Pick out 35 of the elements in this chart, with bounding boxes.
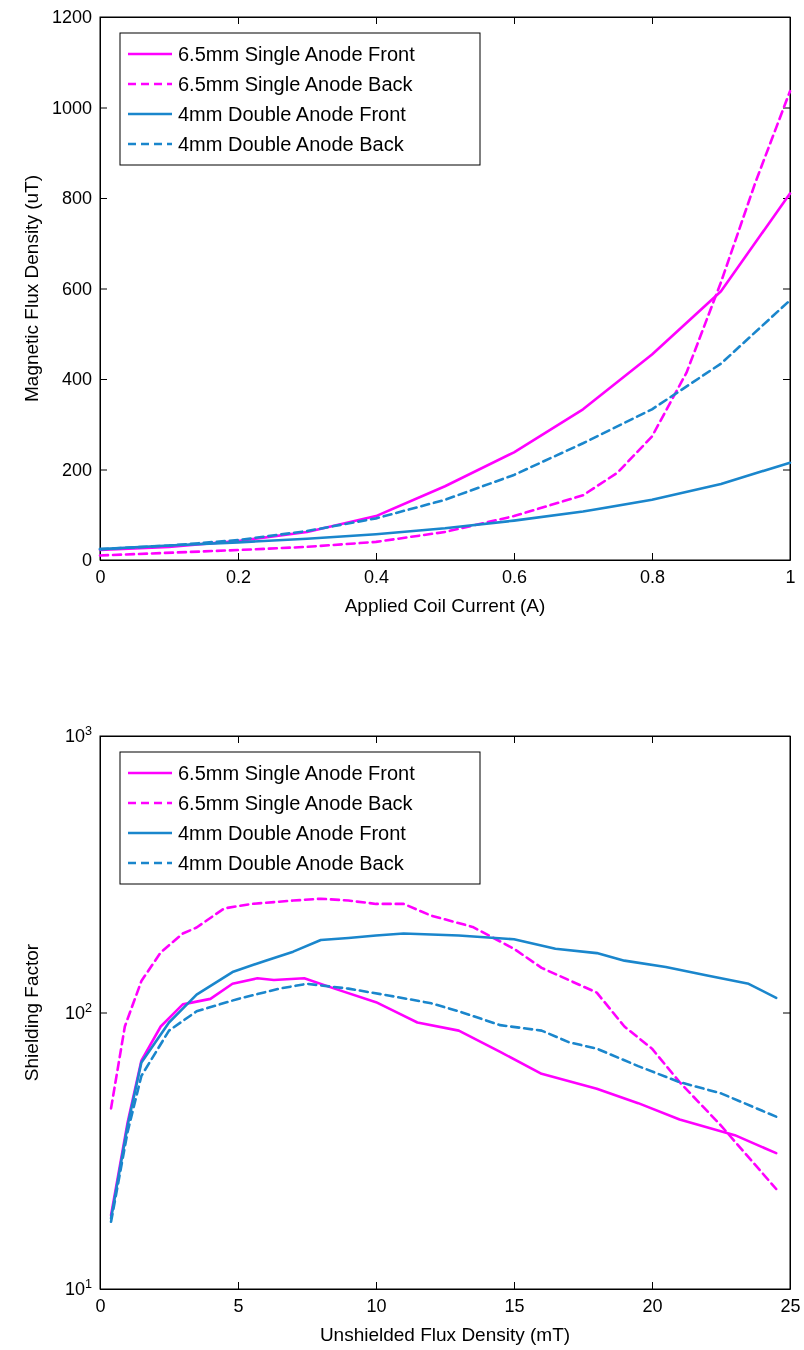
line-series: [109, 932, 778, 1220]
x-tick-label: 0.2: [225, 566, 252, 587]
x-tick-label: 20: [642, 1295, 663, 1316]
legend-label: 6.5mm Single Anode Front: [178, 762, 416, 784]
legend-label: 6.5mm Single Anode Front: [178, 43, 416, 65]
y-axis-title: Shielding Factor: [21, 943, 42, 1082]
x-tick-label: 0.6: [501, 566, 528, 587]
x-tick-label: 25: [780, 1295, 801, 1316]
y-tick-label: 1000: [51, 97, 92, 118]
legend-label: 4mm Double Anode Back: [178, 852, 405, 874]
y-tick-label: 0: [81, 550, 92, 571]
x-tick-label: 5: [233, 1295, 244, 1316]
x-tick-label: 10: [366, 1295, 387, 1316]
legend-label: 4mm Double Anode Front: [178, 103, 407, 125]
x-tick-label: 0.8: [639, 566, 666, 587]
x-tick-label: 0.4: [363, 566, 390, 587]
y-tick-label: 1200: [51, 7, 92, 28]
x-tick-label: 15: [504, 1295, 525, 1316]
legend-label: 4mm Double Anode Front: [178, 822, 407, 844]
y-tick-label: 10$^{2}$: [64, 1000, 92, 1023]
legend-label: 4mm Double Anode Back: [178, 133, 405, 155]
x-tick-label: 1: [785, 566, 796, 587]
y-tick-label: 10$^{1}$: [64, 1277, 92, 1300]
x-tick-label: 0: [95, 1295, 106, 1316]
y-tick-label: 10$^{3}$: [64, 724, 92, 747]
y-tick-label: 600: [61, 278, 92, 299]
y-tick-label: 400: [61, 369, 92, 390]
y-axis-title: Magnetic Flux Density (uT): [21, 174, 42, 403]
y-tick-label: 800: [61, 188, 92, 209]
x-axis-title: Unshielded Flux Density (mT): [319, 1324, 571, 1345]
legend-label: 6.5mm Single Anode Back: [178, 792, 414, 814]
x-tick-label: 0: [95, 566, 106, 587]
x-axis-title: Applied Coil Current (A): [344, 595, 546, 616]
legend-label: 6.5mm Single Anode Back: [178, 73, 414, 95]
y-tick-label: 200: [61, 459, 92, 480]
